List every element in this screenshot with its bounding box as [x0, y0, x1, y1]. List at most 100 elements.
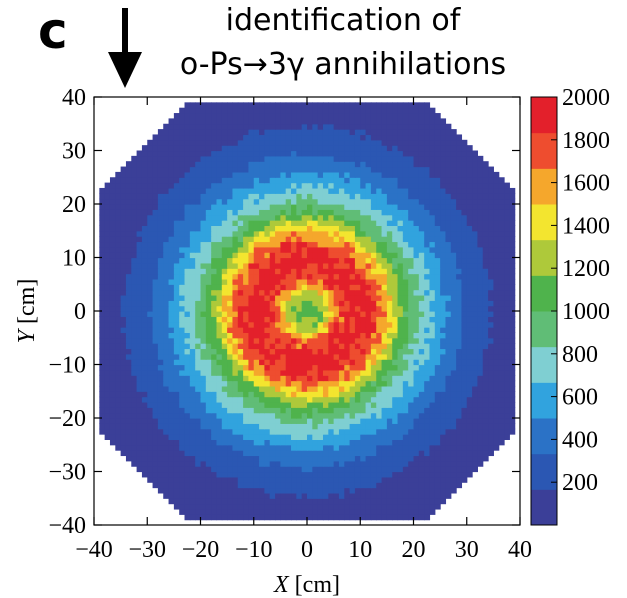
heatmap-bin [498, 241, 505, 248]
heatmap-bin [157, 294, 164, 301]
heatmap-bin [450, 166, 457, 173]
heatmap-bin [221, 466, 228, 473]
heatmap-bin [179, 391, 186, 398]
heatmap-bin [370, 166, 377, 173]
heatmap-bin [349, 187, 356, 194]
heatmap-bin [120, 385, 127, 392]
heatmap-bin [264, 262, 271, 269]
heatmap-bin [381, 514, 388, 521]
heatmap-bin [173, 343, 180, 350]
heatmap-bin [120, 289, 127, 296]
heatmap-bin [322, 396, 329, 403]
heatmap-bin [307, 273, 313, 280]
heatmap-bin [184, 364, 191, 371]
heatmap-bin [429, 466, 436, 473]
heatmap-bin [269, 423, 276, 430]
heatmap-bin [125, 214, 132, 221]
heatmap-bin [408, 412, 415, 419]
heatmap-bin [275, 230, 281, 237]
heatmap-bin [109, 369, 116, 376]
heatmap-bin [376, 418, 383, 424]
heatmap-bin [440, 225, 447, 232]
heatmap-bin [243, 177, 250, 184]
heatmap-bin [322, 332, 329, 339]
heatmap-bin [429, 353, 436, 360]
heatmap-bin [392, 294, 399, 301]
heatmap-bin [168, 230, 175, 237]
heatmap-bin [248, 300, 255, 307]
heatmap-bin [216, 214, 223, 221]
heatmap-bin [157, 268, 164, 275]
heatmap-bin [301, 471, 308, 478]
heatmap-bin [376, 466, 383, 473]
heatmap-bin [109, 214, 116, 221]
heatmap-bin [136, 241, 143, 248]
heatmap-bin [429, 401, 436, 408]
heatmap-bin [349, 498, 356, 505]
heatmap-bin [296, 241, 303, 248]
heatmap-bin [312, 418, 319, 424]
heatmap-bin [285, 407, 292, 414]
heatmap-bin [418, 407, 425, 414]
heatmap-bin [195, 482, 202, 489]
heatmap-bin [381, 418, 388, 424]
heatmap-bin [493, 385, 500, 392]
heatmap-bin [370, 423, 377, 430]
heatmap-bin [397, 311, 404, 317]
heatmap-bin [243, 209, 250, 216]
heatmap-bin [386, 385, 393, 392]
heatmap-bin [434, 289, 441, 296]
heatmap-bin [157, 241, 164, 248]
heatmap-bin [424, 225, 431, 232]
heatmap-bin [472, 359, 478, 366]
heatmap-bin [296, 401, 303, 408]
heatmap-bin [317, 225, 324, 232]
heatmap-bin [322, 177, 329, 184]
heatmap-bin [461, 375, 468, 382]
heatmap-bin [440, 278, 447, 285]
heatmap-bin [386, 375, 393, 382]
heatmap-bin [125, 380, 132, 387]
heatmap-bin [301, 155, 308, 162]
heatmap-bin [349, 278, 356, 285]
heatmap-bin [349, 359, 356, 366]
heatmap-bin [195, 476, 202, 483]
heatmap-bin [301, 171, 308, 178]
heatmap-bin [221, 514, 228, 521]
heatmap-bin [349, 353, 356, 360]
heatmap-bin [99, 359, 106, 366]
heatmap-bin [429, 236, 436, 243]
heatmap-bin [408, 455, 415, 462]
heatmap-bin [216, 155, 223, 162]
heatmap-bin [189, 487, 196, 494]
heatmap-bin [136, 236, 143, 243]
heatmap-bin [482, 434, 489, 440]
heatmap-bin [291, 412, 297, 419]
heatmap-bin [211, 241, 218, 248]
heatmap-bin [354, 155, 361, 162]
heatmap-bin [349, 289, 356, 296]
heatmap-bin [179, 482, 186, 489]
heatmap-bin [338, 177, 345, 184]
heatmap-bin [365, 343, 372, 350]
heatmap-bin [211, 187, 218, 194]
heatmap-bin [322, 257, 329, 264]
heatmap-bin [392, 273, 399, 280]
heatmap-bin [440, 171, 447, 178]
heatmap-bin [285, 268, 292, 275]
heatmap-bin [99, 257, 106, 264]
heatmap-bin [291, 353, 297, 360]
heatmap-bin [322, 348, 329, 355]
heatmap-bin [376, 171, 383, 178]
heatmap-bin [179, 166, 186, 173]
heatmap-bin [418, 439, 425, 446]
heatmap-bin [157, 246, 164, 253]
heatmap-bin [99, 214, 106, 221]
heatmap-bin [163, 305, 170, 312]
heatmap-bin [307, 353, 313, 360]
heatmap-bin [163, 407, 170, 414]
heatmap-bin [397, 455, 404, 462]
heatmap-bin [386, 289, 393, 296]
heatmap-bin [386, 396, 393, 403]
heatmap-bin [253, 503, 260, 510]
